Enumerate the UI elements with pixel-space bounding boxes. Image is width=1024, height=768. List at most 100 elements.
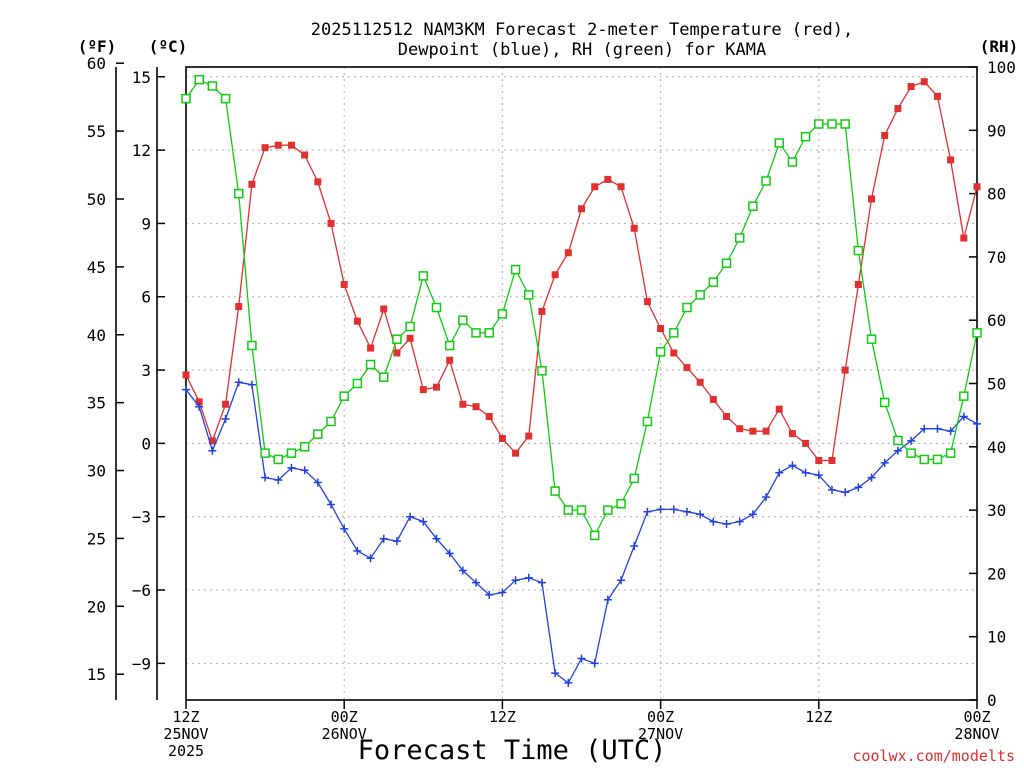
data-point (709, 517, 718, 526)
data-point (617, 183, 625, 191)
data-point (339, 391, 349, 401)
data-point (524, 573, 533, 582)
data-point (682, 302, 692, 313)
data-point (734, 233, 745, 243)
rh-tick-label: 50 (987, 375, 1006, 394)
data-point (893, 446, 902, 455)
data-point (327, 219, 335, 227)
data-point (471, 328, 481, 338)
data-point (195, 402, 204, 411)
fahrenheit-unit-label: (ºF) (78, 37, 117, 56)
data-point (933, 424, 942, 433)
data-point (182, 371, 190, 379)
data-point (406, 512, 415, 521)
data-point (828, 456, 836, 464)
celsius-tick-label: −6 (132, 581, 151, 600)
data-point (708, 277, 719, 287)
data-point (749, 427, 757, 435)
data-point (419, 386, 427, 394)
data-point (299, 442, 310, 452)
data-point (208, 437, 216, 445)
data-point (774, 138, 784, 148)
data-point (959, 412, 968, 421)
data-point (604, 175, 612, 183)
data-point (247, 340, 257, 351)
data-point (525, 432, 533, 440)
data-point (616, 499, 626, 509)
data-point (472, 403, 480, 411)
data-point (629, 473, 639, 484)
rh-tick-label: 100 (987, 58, 1016, 77)
data-point (643, 298, 651, 306)
data-series (181, 74, 982, 687)
data-point (880, 458, 889, 467)
fahrenheit-tick-label: 15 (87, 665, 106, 684)
data-point (564, 249, 572, 257)
data-point (406, 334, 414, 342)
data-point (775, 405, 783, 413)
data-point (946, 427, 955, 436)
data-point (537, 578, 546, 587)
time-tick-label: 12Z (172, 708, 199, 726)
data-point (669, 505, 678, 514)
data-point (696, 378, 704, 386)
data-point (405, 321, 415, 332)
data-point (814, 471, 823, 480)
data-point (723, 412, 731, 420)
rh-tick-label: 30 (987, 501, 1006, 520)
data-point (591, 183, 599, 191)
data-point (379, 372, 389, 382)
data-point (419, 517, 428, 526)
data-point (287, 141, 295, 149)
data-point (801, 468, 810, 477)
data-point (815, 456, 823, 464)
data-point (472, 578, 481, 587)
data-point (919, 454, 930, 465)
data-point (234, 378, 243, 387)
celsius-unit-label: (ºC) (149, 37, 188, 56)
data-point (603, 505, 613, 515)
data-point (603, 595, 612, 604)
data-point (840, 119, 850, 129)
fahrenheit-tick-label: 50 (87, 190, 106, 209)
data-point (274, 141, 282, 149)
data-point (432, 534, 441, 543)
fahrenheit-tick-label: 20 (87, 597, 106, 616)
grid-lines (186, 67, 977, 700)
data-point (327, 500, 336, 509)
time-tick-label: 25NOV (163, 725, 208, 743)
data-point (458, 315, 468, 325)
data-point (207, 81, 218, 91)
data-point (881, 131, 889, 139)
x-axis-label: Forecast Time (UTC) (358, 735, 667, 766)
data-point (655, 347, 666, 357)
data-point (261, 473, 270, 482)
data-point (721, 258, 732, 268)
data-point (551, 669, 560, 678)
rh-tick-label: 70 (987, 248, 1006, 267)
data-point (617, 576, 626, 585)
fahrenheit-tick-label: 40 (87, 326, 106, 345)
celsius-tick-label: 15 (132, 68, 151, 87)
data-point (761, 176, 771, 186)
data-point (392, 537, 401, 546)
data-point (498, 588, 507, 597)
data-point (932, 454, 943, 465)
data-point (220, 93, 231, 104)
data-point (736, 425, 744, 433)
data-point (657, 325, 665, 333)
data-point (868, 195, 876, 203)
data-point (313, 478, 322, 487)
data-point (841, 488, 850, 497)
fahrenheit-tick-label: 30 (87, 462, 106, 481)
plot-frame (185, 66, 978, 701)
fahrenheit-tick-label: 60 (87, 54, 106, 73)
data-point (814, 119, 824, 129)
data-point (497, 309, 508, 319)
data-point (485, 590, 494, 599)
data-point (656, 505, 665, 514)
data-point (564, 678, 573, 687)
data-point (524, 290, 534, 300)
data-point (959, 391, 969, 401)
data-point (748, 201, 758, 212)
